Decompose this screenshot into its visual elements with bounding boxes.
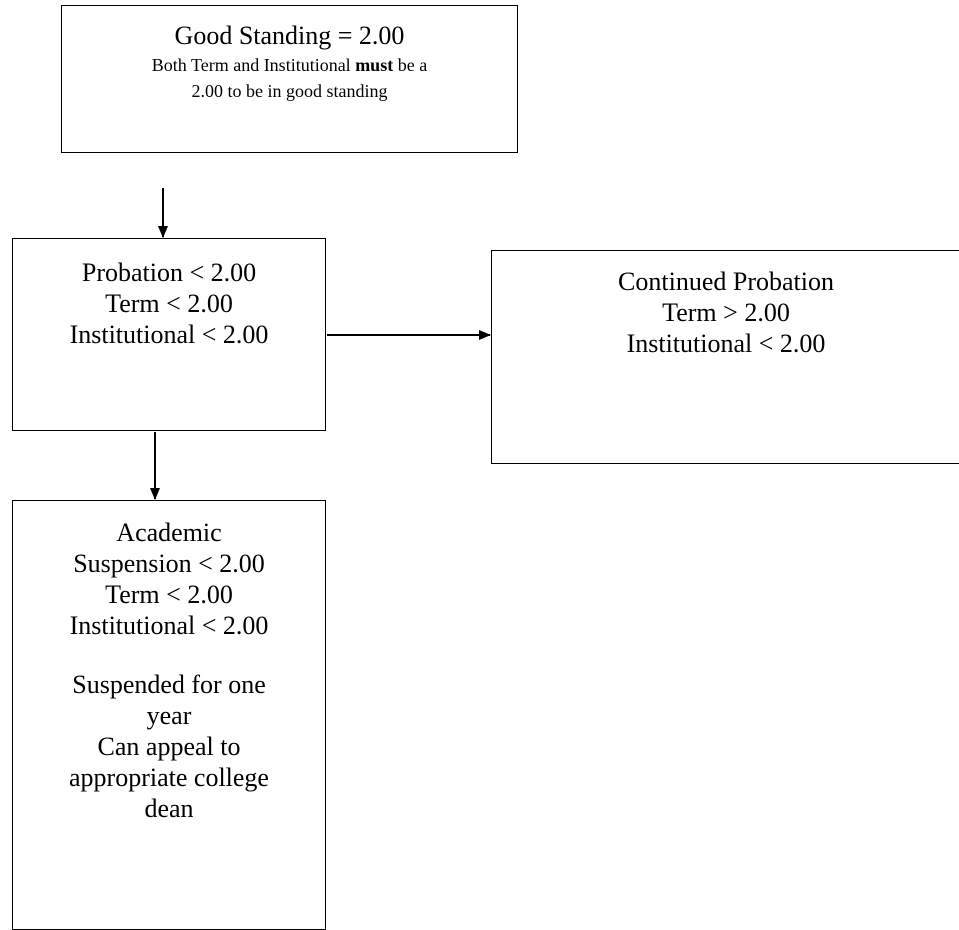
continued-probation-box: Continued Probation Term > 2.00 Institut… <box>491 250 959 464</box>
good-standing-note: Both Term and Institutional must be a <box>62 52 517 78</box>
academic-suspension-box: Academic Suspension < 2.00 Term < 2.00 I… <box>12 500 326 930</box>
continued-probation-institutional: Institutional < 2.00 <box>626 329 826 358</box>
good-standing-note-after: be a <box>393 55 428 75</box>
good-standing-box: Good Standing = 2.00 Both Term and Insti… <box>61 5 518 153</box>
probation-title: Probation < 2.00 <box>81 258 257 287</box>
continued-probation-title: Continued Probation <box>618 267 834 296</box>
probation-term: Term < 2.00 <box>105 289 233 318</box>
good-standing-note-before: Both Term and Institutional <box>151 55 356 75</box>
continued-probation-term: Term > 2.00 <box>662 298 790 327</box>
appeal-line1: Can appeal to <box>97 732 241 761</box>
suspended-line1: Suspended for one <box>72 670 266 699</box>
good-standing-note-emphasis: must <box>355 55 394 75</box>
suspended-line2: year <box>146 701 192 730</box>
probation-institutional: Institutional < 2.00 <box>69 320 269 349</box>
suspension-spacer <box>31 641 307 669</box>
suspension-title-line2: Suspension < 2.00 <box>73 549 265 578</box>
appeal-line3: dean <box>144 794 194 823</box>
suspension-institutional: Institutional < 2.00 <box>69 611 269 640</box>
good-standing-title: Good Standing = 2.00 <box>174 21 405 50</box>
suspension-term: Term < 2.00 <box>105 580 233 609</box>
probation-box: Probation < 2.00 Term < 2.00 Institution… <box>12 238 326 431</box>
appeal-line2: appropriate college <box>69 763 269 792</box>
good-standing-note-line2: 2.00 to be in good standing <box>191 81 388 101</box>
suspension-title-line1: Academic <box>116 518 222 547</box>
